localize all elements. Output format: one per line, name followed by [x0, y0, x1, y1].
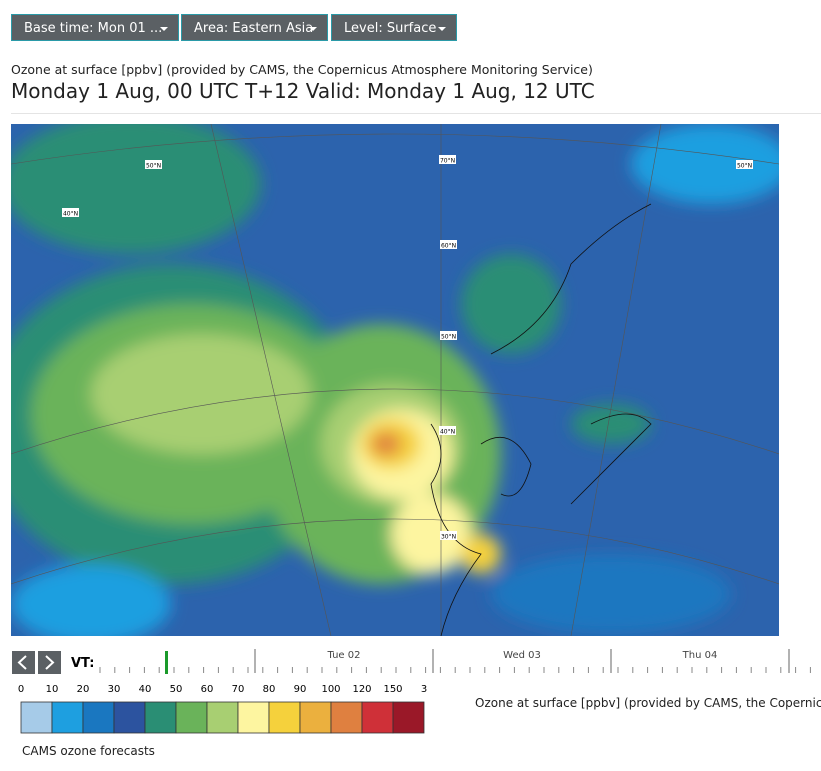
lat-label: 50°N: [441, 334, 456, 341]
legend-tick: 80: [263, 684, 276, 695]
map: 50°N 70°N 50°N 40°N 60°N 50°N 40°N 30°N: [11, 124, 779, 636]
legend-tick: 150: [383, 684, 402, 695]
lat-label: 50°N: [737, 163, 752, 170]
lat-label-bg: [440, 240, 457, 249]
legend-swatch: [237, 701, 270, 734]
lat-label: 30°N: [441, 534, 456, 541]
legend-caption: Ozone at surface [ppbv] (provided by CAM…: [475, 696, 821, 710]
legend-swatch: [20, 701, 53, 734]
legend-swatch: [82, 701, 115, 734]
graticule: [11, 124, 779, 636]
legend-tick: 70: [232, 684, 245, 695]
ozone-field: [11, 124, 779, 636]
lat-label: 40°N: [440, 429, 455, 436]
legend-tick: 100: [321, 684, 340, 695]
subtitle: Ozone at surface [ppbv] (provided by CAM…: [11, 62, 593, 77]
lat-label-bg: [736, 160, 753, 169]
legend-tick: 3: [421, 684, 427, 695]
legend-swatch: [299, 701, 332, 734]
lat-label-bg: [439, 155, 456, 164]
vt-label: VT:: [71, 656, 94, 671]
legend-swatch: [144, 701, 177, 734]
lat-label-bg: [62, 208, 79, 217]
lat-label-bg: [440, 531, 457, 540]
legend-tick: 10: [46, 684, 59, 695]
day-label: Thu 04: [682, 650, 718, 661]
area-dropdown[interactable]: Area: Eastern Asia: [181, 14, 328, 41]
lat-label: 60°N: [441, 243, 456, 250]
legend-swatch: [51, 701, 84, 734]
legend-tick: 60: [201, 684, 214, 695]
base-time-dropdown[interactable]: Base time: Mon 01 ...: [11, 14, 179, 41]
next-button[interactable]: [38, 651, 61, 674]
footer: CAMS ozone forecasts: [22, 744, 155, 758]
title: Monday 1 Aug, 00 UTC T+12 Valid: Monday …: [11, 79, 595, 103]
lat-label: 70°N: [440, 158, 455, 165]
level-dropdown[interactable]: Level: Surface: [331, 14, 457, 41]
prev-icon: [17, 655, 27, 670]
legend-tick: 30: [108, 684, 121, 695]
current-time[interactable]: [165, 651, 168, 674]
divider: [11, 113, 821, 114]
legend-swatch: [392, 701, 425, 734]
day-label: Wed 03: [503, 650, 541, 661]
legend-tick: 20: [77, 684, 90, 695]
legend-swatch: [330, 701, 363, 734]
legend-swatch: [361, 701, 394, 734]
legend-swatch: [175, 701, 208, 734]
legend-tick: 90: [294, 684, 307, 695]
lat-label: 40°N: [63, 211, 78, 218]
lat-label-bg: [440, 331, 457, 340]
legend-swatch: [113, 701, 146, 734]
timeline: VT: Tue 02 Wed 03 Thu 04: [12, 649, 811, 674]
next-icon: [45, 655, 55, 670]
legend: 0 10 20 30 40 50 60 70 80 90 100 120 150 3: [18, 684, 427, 734]
day-label: Tue 02: [327, 650, 361, 661]
legend-tick: 0: [18, 684, 24, 695]
prev-button[interactable]: [12, 651, 35, 674]
lat-label-bg: [439, 426, 456, 435]
legend-tick: 50: [170, 684, 183, 695]
legend-swatch: [268, 701, 301, 734]
legend-tick: 40: [139, 684, 152, 695]
lat-label-bg: [145, 160, 162, 169]
legend-tick: 120: [352, 684, 371, 695]
legend-swatch: [206, 701, 239, 734]
lat-label: 50°N: [146, 163, 161, 170]
